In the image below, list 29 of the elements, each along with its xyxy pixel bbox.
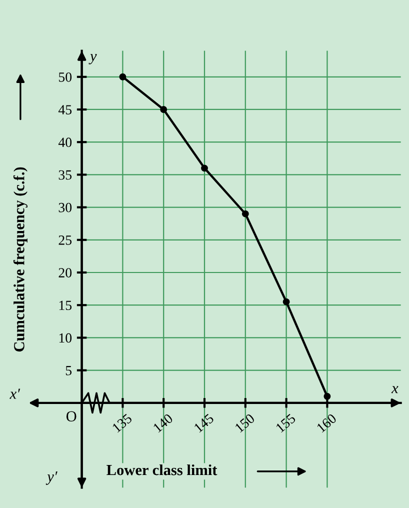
point: [160, 106, 168, 113]
y-tick-label: 10: [59, 333, 72, 343]
y-tick-label: 20: [58, 268, 72, 278]
point: [282, 298, 290, 306]
x-tick-label: 160: [316, 413, 338, 433]
text: x′: [10, 388, 20, 399]
point: [119, 73, 126, 80]
point: [201, 164, 208, 172]
annotation: y: [88, 54, 97, 64]
x-tick-label: 135: [112, 413, 132, 433]
text: O: [66, 411, 76, 422]
text: y′: [46, 472, 58, 485]
x-tick-label: 155: [276, 413, 296, 433]
y-tick-label: 25: [58, 236, 72, 245]
y-axis-title: Cumculative frequency (c.f.): [13, 167, 28, 352]
y-tick-label: 40: [58, 138, 72, 148]
point: [242, 210, 249, 218]
y-tick-label: 5: [66, 366, 72, 376]
y-tick-label: 50: [58, 72, 72, 82]
y-tick-label: 30: [58, 202, 72, 212]
x-tick-label: 140: [152, 413, 174, 433]
y-tick-label: 45: [58, 105, 72, 114]
x-axis-title: Lower class limit: [106, 464, 218, 476]
point: [324, 392, 331, 400]
x-tick-label: 150: [234, 413, 256, 433]
annotation: x: [391, 386, 398, 394]
y-tick-label: 35: [58, 170, 72, 180]
x-tick-label: 145: [194, 413, 214, 433]
y-tick-label: 15: [59, 300, 72, 310]
